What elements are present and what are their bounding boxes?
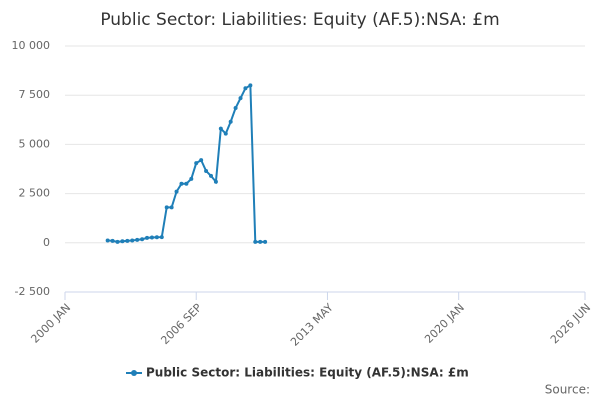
point: [184, 181, 189, 186]
point: [115, 239, 120, 244]
legend-label: Public Sector: Liabilities: Equity (AF.5…: [146, 366, 469, 380]
point: [164, 205, 169, 210]
y-tick-label: 0: [43, 236, 50, 249]
point: [258, 239, 263, 244]
point: [248, 83, 253, 88]
point: [208, 173, 213, 178]
point: [253, 239, 258, 244]
point: [169, 205, 174, 210]
chart-title: Public Sector: Liabilities: Equity (AF.5…: [100, 10, 499, 30]
point: [233, 105, 238, 110]
y-tick-label: -2 500: [15, 285, 50, 298]
y-tick-label: 5 000: [19, 137, 51, 150]
point: [110, 238, 115, 243]
y-tick-label: 2 500: [19, 187, 51, 200]
point: [149, 235, 154, 240]
source: Source:: [545, 383, 590, 397]
point: [263, 239, 268, 244]
point: [135, 237, 140, 242]
point: [213, 179, 218, 184]
point: [218, 126, 223, 131]
x-tick-label: 2000 JAN: [28, 301, 73, 346]
point: [223, 131, 228, 136]
point: [204, 168, 209, 173]
x-tick-label: 2013 MAY: [288, 301, 336, 349]
x-tick-label: 2026 JUN: [548, 301, 593, 346]
point: [199, 158, 204, 163]
point: [130, 238, 135, 243]
point: [140, 237, 145, 242]
point: [120, 239, 125, 244]
x-tick-label: 2020 JAN: [422, 301, 467, 346]
point: [174, 189, 179, 194]
y-tick-label: 10 000: [12, 39, 51, 52]
point: [179, 181, 184, 186]
x-tick-label: 2006 SEP: [158, 301, 204, 347]
point: [243, 86, 248, 91]
point: [238, 96, 243, 101]
series-line: [107, 83, 266, 243]
y-tick-label: 7 500: [19, 88, 51, 101]
point: [189, 176, 194, 181]
point: [228, 119, 233, 124]
point: [154, 235, 159, 240]
point: [145, 235, 150, 240]
point: [159, 235, 164, 240]
point: [105, 238, 110, 243]
point: [125, 238, 130, 243]
legend-marker: [131, 370, 137, 376]
point: [194, 161, 199, 166]
